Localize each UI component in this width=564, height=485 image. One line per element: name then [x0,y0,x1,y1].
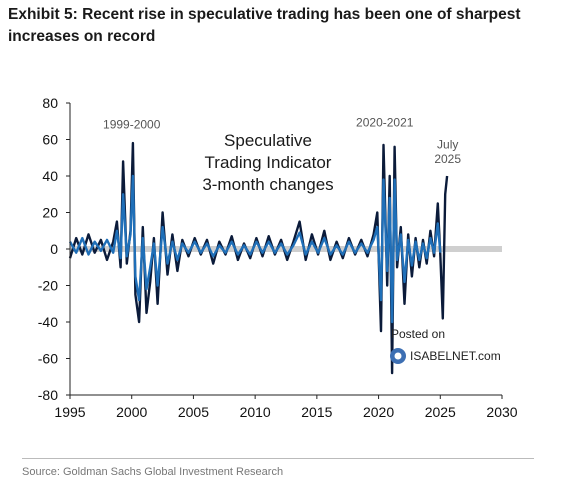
annotation-label: 1999-2000 [103,118,161,132]
x-tick-label: 2015 [301,404,332,420]
x-tick-label: 2025 [425,404,456,420]
chart-title-line: Speculative [224,131,312,150]
chart-title-line: 3-month changes [202,175,333,194]
watermark-site: ISABELNET.com [410,349,501,363]
source-divider [22,458,534,459]
annotation-label: 2025 [434,152,461,166]
y-tick-label: -20 [38,278,58,294]
annotation-label: July [437,138,458,152]
y-tick-label: 80 [42,95,58,111]
x-tick-label: 2030 [486,404,517,420]
y-tick-label: -40 [38,314,58,330]
chart-title-line: Trading Indicator [205,153,332,172]
x-tick-label: 2005 [178,404,209,420]
isabelnet-logo-icon [390,348,406,364]
y-tick-label: 0 [50,241,58,257]
logo-dot [394,352,402,360]
x-tick-label: 2000 [116,404,147,420]
chart-title-header: Exhibit 5: Recent rise in speculative tr… [8,6,521,45]
y-tick-label: -80 [38,387,58,403]
y-tick-label: -60 [38,351,58,367]
source-note: Source: Goldman Sachs Global Investment … [22,466,284,478]
series-line-2 [68,174,442,324]
x-tick-label: 2020 [363,404,394,420]
annotation-label: 2020-2021 [356,116,414,130]
y-tick-label: 60 [42,132,58,148]
zero-line [70,246,502,252]
y-tick-label: 40 [42,168,58,184]
watermark-posted-on: Posted on [391,327,445,341]
y-tick-label: 20 [42,205,58,221]
x-tick-label: 1995 [54,404,85,420]
x-tick-label: 2010 [240,404,271,420]
